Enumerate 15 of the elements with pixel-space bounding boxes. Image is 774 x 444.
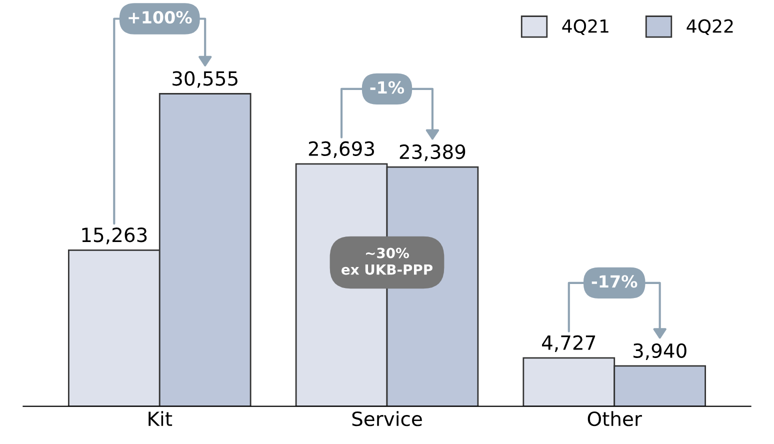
text: +100%	[128, 10, 192, 24]
annotation: -17%	[592, 275, 638, 288]
legend-label: 4Q21	[562, 19, 608, 36]
annotation: ~30% ex UKB-PPP	[342, 248, 432, 275]
data-label: 23,693	[308, 141, 374, 158]
data-label: 30,555	[172, 71, 238, 88]
data-label: 3,940	[633, 343, 686, 360]
data-label: 23,389	[400, 144, 466, 162]
legend-label: 4Q22	[686, 19, 733, 36]
x-tick-label: Kit	[148, 411, 172, 426]
annotation: -1%	[370, 81, 404, 94]
x-tick-label: Other	[588, 411, 642, 426]
data-label: 4,727	[542, 335, 596, 352]
data-label: 15,263	[82, 228, 147, 244]
x-tick-label: Service	[352, 411, 422, 426]
